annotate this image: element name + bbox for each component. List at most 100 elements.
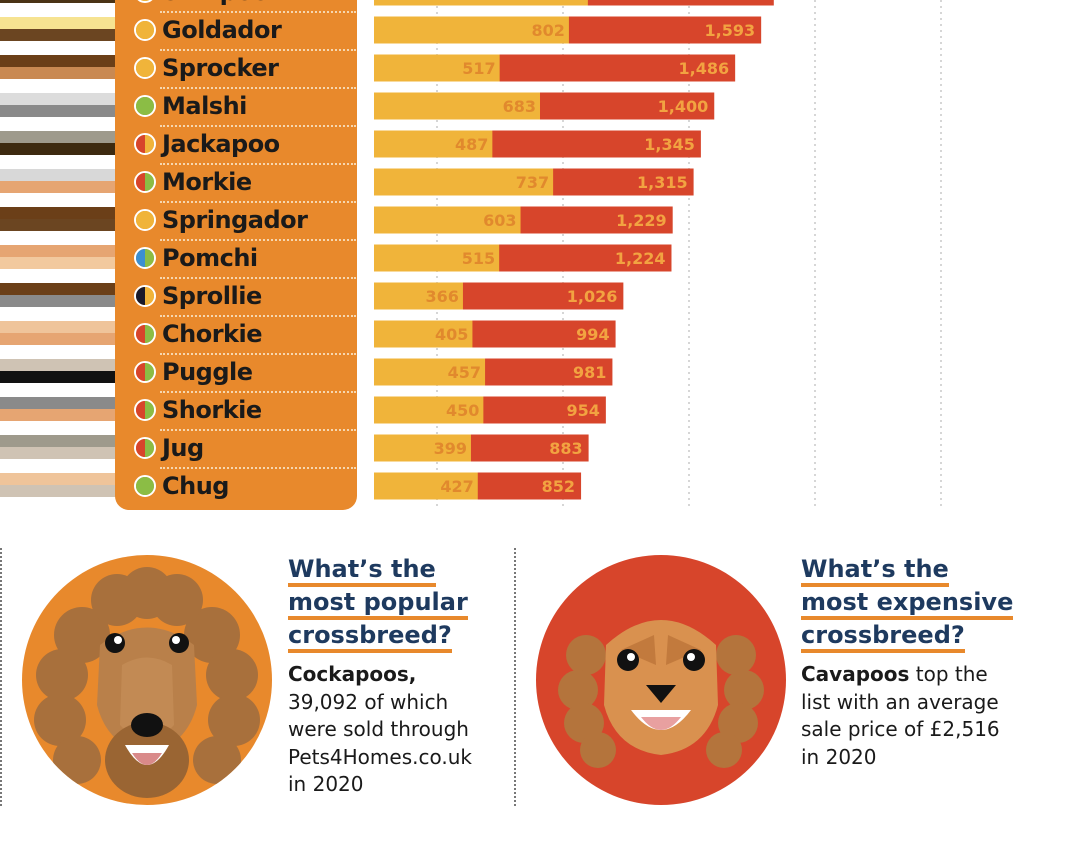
breed-name: Malshi — [162, 92, 247, 120]
row-separator — [160, 163, 356, 165]
dot-half — [136, 173, 145, 191]
breed-name: Sprollie — [162, 282, 262, 310]
breed-color-dot-icon — [134, 171, 156, 193]
breed-color-dot-icon — [134, 475, 156, 497]
popular-circle — [22, 555, 272, 805]
expensive-heading-line-3: crossbreed? — [801, 621, 965, 653]
bar-low-value: 405 — [435, 325, 468, 344]
dot-half — [136, 135, 145, 153]
breed-name: Puggle — [162, 358, 253, 386]
bar-low-value: 517 — [462, 59, 495, 78]
dot-half — [136, 363, 145, 381]
bar-low — [374, 320, 473, 348]
expensive-body-line-1: list with an average — [801, 689, 999, 714]
row-separator — [160, 277, 356, 279]
breed-name: Goldador — [162, 16, 282, 44]
expensive-heading-line-1: What’s the — [801, 555, 949, 587]
breed-color-dot-icon — [134, 437, 156, 459]
popular-body-line-3: Pets4Homes.co.uk — [288, 744, 472, 769]
dot-half — [136, 477, 145, 495]
bar-high-value: 1,486 — [679, 59, 730, 78]
bar-high-value: 1,315 — [637, 173, 688, 192]
popular-answer: Cockapoos, — [288, 662, 417, 686]
breed-color-dot-icon — [134, 209, 156, 231]
popular-heading: What’s the most popular crossbreed? — [288, 553, 468, 653]
expensive-heading-line-2: most expensive — [801, 588, 1014, 620]
expensive-circle — [536, 555, 786, 805]
breed-name: Chorkie — [162, 320, 263, 348]
dot-half — [145, 287, 154, 305]
left-divider — [0, 548, 2, 806]
breed-color-dot-icon — [134, 19, 156, 41]
dot-half — [136, 0, 145, 1]
dot-half — [136, 59, 145, 77]
bar-low — [374, 206, 521, 234]
bar-low — [374, 168, 554, 196]
bar-low-value: 366 — [426, 287, 459, 306]
bar-low-value: 515 — [462, 249, 495, 268]
popular-body-line-1: 39,092 of which — [288, 689, 449, 714]
expensive-body-line-2: sale price of £2,516 — [801, 717, 1000, 741]
bar-high-value: 1,593 — [705, 21, 756, 40]
bar-low-value: 457 — [448, 363, 481, 382]
bar-low-value: 487 — [455, 135, 488, 154]
dot-half — [145, 211, 154, 229]
bar-high-value: 1,224 — [615, 249, 666, 268]
bar-chart: 802 1,593 517 1,486 683 1,400 487 1,345 737 1,315… — [374, 0, 942, 510]
breed-name: Springador — [162, 206, 308, 234]
bar-low — [374, 0, 588, 6]
expensive-body-first: top the — [909, 662, 988, 686]
popular-heading-line-3: crossbreed? — [288, 621, 452, 653]
dot-half — [145, 439, 154, 457]
breed-name: Jug — [162, 434, 204, 462]
bar-low-value: 450 — [446, 401, 479, 420]
dot-half — [145, 325, 154, 343]
cavapoo-dog-icon — [558, 620, 764, 768]
breed-name: Shorkie — [162, 396, 262, 424]
dot-half — [136, 325, 145, 343]
popular-heading-line-1: What’s the — [288, 555, 436, 587]
dot-half — [145, 173, 154, 191]
dot-half — [145, 477, 154, 495]
row-separator — [160, 353, 356, 355]
expensive-answer: Cavapoos — [801, 662, 910, 686]
breed-color-dot-icon — [134, 399, 156, 421]
breed-color-dot-icon — [134, 95, 156, 117]
row-separator — [160, 201, 356, 203]
dot-half — [136, 211, 145, 229]
bar-low — [374, 54, 500, 82]
bar-low — [374, 130, 493, 158]
dot-half — [136, 401, 145, 419]
bar-low — [374, 92, 540, 120]
breed-name: Pomchi — [162, 244, 258, 272]
popular-body-line-2: were sold through — [288, 717, 469, 741]
dot-half — [136, 287, 145, 305]
strands-layer — [0, 0, 128, 497]
row-separator — [160, 239, 356, 241]
breed-color-dot-icon — [134, 57, 156, 79]
dot-half — [136, 21, 145, 39]
bar-high-value: 1,400 — [658, 97, 709, 116]
row-separator — [160, 429, 356, 431]
bar-low-value: 683 — [503, 97, 536, 116]
breed-name: Chug — [162, 472, 229, 500]
expensive-heading: What’s the most expensive crossbreed? — [801, 553, 1014, 653]
dot-half — [145, 249, 154, 267]
bar-high-value: 883 — [549, 439, 582, 458]
bar-low-value: 603 — [483, 211, 516, 230]
bar-low-value: 399 — [434, 439, 467, 458]
dot-half — [145, 59, 154, 77]
breed-color-dot-icon — [134, 133, 156, 155]
row-separator — [160, 11, 356, 13]
bar-high-value: 981 — [573, 363, 606, 382]
dot-half — [145, 135, 154, 153]
row-separator — [160, 49, 356, 51]
breed-color-dot-icon — [134, 323, 156, 345]
bar-high-value: 852 — [542, 477, 575, 496]
row-separator — [160, 125, 356, 127]
bar-low — [374, 434, 471, 462]
dot-half — [136, 439, 145, 457]
bar-low — [374, 358, 486, 386]
expensive-body: Cavapoos top the list with an average sa… — [801, 661, 1000, 771]
bar-low — [374, 282, 463, 310]
